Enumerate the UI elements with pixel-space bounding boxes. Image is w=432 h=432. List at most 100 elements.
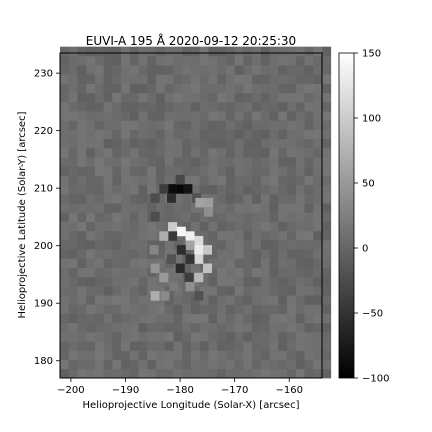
- heatmap-noise-cell: [156, 313, 166, 324]
- heatmap-noise-cell: [77, 184, 87, 195]
- heatmap-noise-cell: [191, 111, 201, 121]
- heatmap-noise-cell: [295, 331, 305, 342]
- heatmap-noise-cell: [121, 304, 131, 314]
- heatmap-noise-cell: [86, 92, 96, 103]
- heatmap-noise-cell: [191, 83, 201, 94]
- heatmap-noise-cell: [252, 92, 262, 103]
- heatmap-noise-cell: [94, 341, 105, 351]
- heatmap-noise-cell: [243, 341, 253, 351]
- heatmap-noise-cell: [121, 368, 131, 379]
- heatmap-noise-cell: [199, 184, 209, 195]
- heatmap-noise-cell: [173, 313, 183, 324]
- heatmap-noise-cell: [199, 212, 209, 222]
- heatmap-cell: [203, 245, 213, 255]
- heatmap-noise-cell: [295, 341, 305, 351]
- heatmap-noise-cell: [278, 92, 288, 103]
- heatmap-noise-cell: [199, 138, 209, 149]
- heatmap-noise-cell: [112, 230, 122, 241]
- heatmap-noise-cell: [208, 221, 218, 232]
- heatmap-noise-cell: [77, 359, 87, 370]
- x-tick-label: −160: [276, 385, 303, 396]
- heatmap-noise-cell: [278, 267, 288, 278]
- heatmap-noise-cell: [182, 341, 192, 351]
- heatmap-noise-cell: [147, 313, 157, 324]
- heatmap-noise-cell: [287, 313, 297, 324]
- heatmap-noise-cell: [295, 368, 305, 379]
- heatmap-noise-cell: [322, 55, 332, 66]
- heatmap-noise-cell: [322, 138, 332, 149]
- heatmap-noise-cell: [208, 249, 218, 259]
- heatmap-noise-cell: [94, 331, 105, 342]
- heatmap-noise-cell: [68, 83, 78, 94]
- heatmap-noise-cell: [86, 193, 96, 204]
- heatmap-noise-cell: [156, 101, 166, 112]
- heatmap-noise-cell: [278, 147, 288, 158]
- heatmap-noise-cell: [147, 221, 157, 232]
- heatmap-noise-cell: [278, 74, 288, 84]
- heatmap-noise-cell: [287, 221, 297, 232]
- heatmap-noise-cell: [199, 166, 209, 176]
- heatmap-noise-cell: [313, 295, 323, 305]
- heatmap-noise-cell: [156, 350, 166, 360]
- heatmap-noise-cell: [295, 304, 305, 314]
- heatmap-noise-cell: [217, 92, 227, 103]
- heatmap-noise-cell: [68, 359, 78, 370]
- heatmap-noise-cell: [103, 74, 113, 84]
- heatmap-noise-cell: [313, 341, 323, 351]
- heatmap-noise-cell: [252, 276, 262, 287]
- heatmap-noise-cell: [121, 120, 131, 130]
- heatmap-noise-cell: [278, 111, 288, 121]
- heatmap-noise-cell: [199, 295, 209, 305]
- heatmap-noise-cell: [322, 101, 332, 112]
- heatmap-noise-cell: [208, 230, 218, 241]
- heatmap-noise-cell: [156, 359, 166, 370]
- heatmap-noise-cell: [121, 46, 131, 57]
- heatmap-noise-cell: [304, 230, 314, 241]
- heatmap-noise-cell: [60, 212, 70, 222]
- heatmap-noise-cell: [94, 267, 105, 278]
- heatmap-noise-cell: [164, 101, 174, 112]
- heatmap-noise-cell: [94, 285, 105, 296]
- heatmap-noise-cell: [86, 341, 96, 351]
- heatmap-noise-cell: [243, 350, 253, 360]
- heatmap-noise-cell: [269, 359, 279, 370]
- heatmap-noise-cell: [103, 55, 113, 66]
- heatmap-noise-cell: [287, 331, 297, 342]
- heatmap-noise-cell: [252, 212, 262, 222]
- heatmap-noise-cell: [112, 111, 122, 121]
- heatmap-noise-cell: [295, 267, 305, 278]
- heatmap-noise-cell: [164, 83, 174, 94]
- heatmap-noise-cell: [68, 249, 78, 259]
- heatmap-noise-cell: [252, 74, 262, 84]
- heatmap-noise-cell: [243, 313, 253, 324]
- heatmap-noise-cell: [234, 276, 244, 287]
- heatmap-noise-cell: [208, 166, 218, 176]
- heatmap-noise-cell: [156, 83, 166, 94]
- heatmap-noise-cell: [269, 101, 279, 112]
- heatmap-noise-cell: [243, 111, 253, 121]
- heatmap-noise-cell: [112, 368, 122, 379]
- heatmap-noise-cell: [217, 350, 227, 360]
- heatmap-noise-cell: [199, 157, 209, 167]
- heatmap-noise-cell: [129, 157, 139, 167]
- heatmap-noise-cell: [129, 175, 139, 186]
- heatmap-noise-cell: [208, 276, 218, 287]
- heatmap-noise-cell: [217, 368, 227, 379]
- heatmap-noise-cell: [260, 230, 270, 241]
- heatmap-noise-cell: [60, 101, 70, 112]
- heatmap-noise-cell: [112, 193, 122, 204]
- heatmap-noise-cell: [313, 276, 323, 287]
- heatmap-cell: [194, 291, 204, 301]
- heatmap-noise-cell: [182, 175, 192, 186]
- heatmap-noise-cell: [322, 368, 332, 379]
- heatmap-noise-cell: [112, 212, 122, 222]
- heatmap-noise-cell: [304, 322, 314, 333]
- heatmap-noise-cell: [112, 184, 122, 195]
- heatmap-noise-cell: [269, 203, 279, 213]
- heatmap-noise-cell: [60, 239, 70, 250]
- heatmap-noise-cell: [156, 322, 166, 333]
- heatmap-noise-cell: [60, 341, 70, 351]
- heatmap-noise-cell: [129, 276, 139, 287]
- heatmap-noise-cell: [234, 285, 244, 296]
- heatmap-noise-cell: [182, 120, 192, 130]
